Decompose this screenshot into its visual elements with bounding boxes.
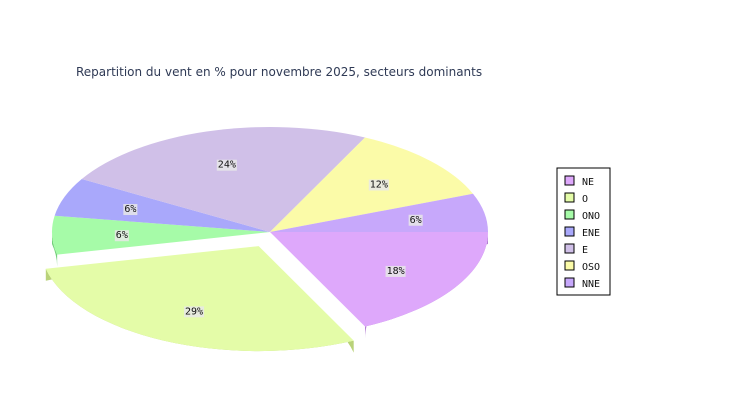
slice-value-label-bg [184,306,205,318]
legend-label-ono: ONO [582,211,600,222]
slice-value-label: 6% [410,215,422,226]
chart-title: Repartition du vent en % pour novembre 2… [76,65,482,79]
chart-legend: NE O ONO ENE E OSO NNE [556,167,611,296]
pie-slice-e [81,127,366,232]
pie-slice-ono [51,215,270,255]
legend-swatch-ene [564,226,575,237]
legend-label-ene: ENE [582,228,600,239]
slice-value-label: 6% [124,204,136,215]
legend-label-nne: NNE [582,279,600,290]
pie-slice-nne [270,193,488,232]
slice-value-label: 24% [218,160,236,171]
pie-slice-ene [54,179,270,232]
slice-value-label-bg [408,214,423,226]
pie-slices [45,127,488,352]
legend-swatch-o [564,192,575,203]
slice-value-label: 18% [387,266,405,277]
legend-swatch-ne [564,175,575,186]
pie-slice-o [45,246,354,352]
legend-label-e: E [582,245,588,256]
legend-label-o: O [582,194,588,205]
slice-value-label-bg [123,204,138,216]
legend-swatch-ono [564,209,575,220]
legend-label-ne: NE [582,177,594,188]
legend-swatch-oso [564,260,575,271]
legend-swatch-nne [564,277,575,288]
slice-value-label-bg [216,159,237,171]
pie-value-labels: 18% 29% 6% 6% 24% 12% 6% [114,159,423,318]
slice-value-label-bg [385,265,406,277]
slice-value-label: 29% [185,306,203,317]
pie-side-ono [52,232,58,267]
slice-value-label: 6% [116,230,128,241]
slice-value-label: 12% [370,180,388,191]
slice-value-label-bg [114,230,129,242]
slice-value-label-bg [368,179,389,191]
legend-swatch-e [564,243,575,254]
legend-label-oso: OSO [582,262,600,273]
pie-slice-ne [270,232,488,327]
